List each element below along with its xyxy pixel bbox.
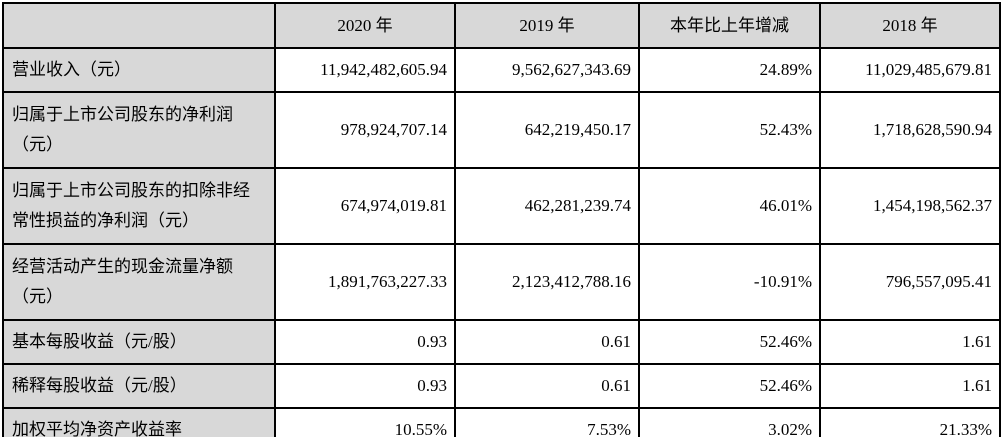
cell-yoy: 52.46%: [638, 319, 821, 365]
cell-2019: 0.61: [454, 363, 640, 409]
row-label: 归属于上市公司股东的扣除非经常性损益的净利润（元）: [2, 167, 276, 245]
cell-2020: 0.93: [274, 319, 456, 365]
table-row-net-profit-excl-nonrecurring: 归属于上市公司股东的扣除非经常性损益的净利润（元） 674,974,019.81…: [2, 167, 1001, 245]
cell-2020: 0.93: [274, 363, 456, 409]
cell-2020: 1,891,763,227.33: [274, 243, 456, 321]
row-label: 营业收入（元）: [2, 47, 276, 93]
cell-yoy: 46.01%: [638, 167, 821, 245]
row-label: 稀释每股收益（元/股）: [2, 363, 276, 409]
row-label: 加权平均净资产收益率: [2, 407, 276, 437]
col-header-metric: [2, 2, 276, 49]
cell-2019: 9,562,627,343.69: [454, 47, 640, 93]
cell-2018: 1,454,198,562.37: [819, 167, 1001, 245]
cell-2018: 11,029,485,679.81: [819, 47, 1001, 93]
cell-yoy: 24.89%: [638, 47, 821, 93]
col-header-yoy-change: 本年比上年增减: [638, 2, 821, 49]
cell-2018: 1.61: [819, 363, 1001, 409]
cell-2018: 1,718,628,590.94: [819, 91, 1001, 169]
row-label: 归属于上市公司股东的净利润（元）: [2, 91, 276, 169]
table-row-operating-revenue: 营业收入（元） 11,942,482,605.94 9,562,627,343.…: [2, 47, 1001, 93]
table-row-operating-cash-flow: 经营活动产生的现金流量净额（元） 1,891,763,227.33 2,123,…: [2, 243, 1001, 321]
cell-yoy: 52.46%: [638, 363, 821, 409]
table-row-net-profit: 归属于上市公司股东的净利润（元） 978,924,707.14 642,219,…: [2, 91, 1001, 169]
col-header-2019: 2019 年: [454, 2, 640, 49]
cell-2020: 11,942,482,605.94: [274, 47, 456, 93]
cell-2019: 7.53%: [454, 407, 640, 437]
cell-2020: 674,974,019.81: [274, 167, 456, 245]
cell-2019: 0.61: [454, 319, 640, 365]
cell-2020: 10.55%: [274, 407, 456, 437]
row-label: 经营活动产生的现金流量净额（元）: [2, 243, 276, 321]
cell-yoy: -10.91%: [638, 243, 821, 321]
table-row-basic-eps: 基本每股收益（元/股） 0.93 0.61 52.46% 1.61: [2, 319, 1001, 365]
cell-2018: 796,557,095.41: [819, 243, 1001, 321]
cell-yoy: 52.43%: [638, 91, 821, 169]
col-header-2018: 2018 年: [819, 2, 1001, 49]
cell-2018: 1.61: [819, 319, 1001, 365]
cell-2018: 21.33%: [819, 407, 1001, 437]
table-row-diluted-eps: 稀释每股收益（元/股） 0.93 0.61 52.46% 1.61: [2, 363, 1001, 409]
row-label: 基本每股收益（元/股）: [2, 319, 276, 365]
col-header-2020: 2020 年: [274, 2, 456, 49]
table-row-weighted-avg-roe: 加权平均净资产收益率 10.55% 7.53% 3.02% 21.33%: [2, 407, 1001, 437]
cell-2019: 2,123,412,788.16: [454, 243, 640, 321]
cell-yoy: 3.02%: [638, 407, 821, 437]
cell-2019: 642,219,450.17: [454, 91, 640, 169]
cell-2019: 462,281,239.74: [454, 167, 640, 245]
cell-2020: 978,924,707.14: [274, 91, 456, 169]
header-row: 2020 年 2019 年 本年比上年增减 2018 年: [2, 2, 1001, 49]
